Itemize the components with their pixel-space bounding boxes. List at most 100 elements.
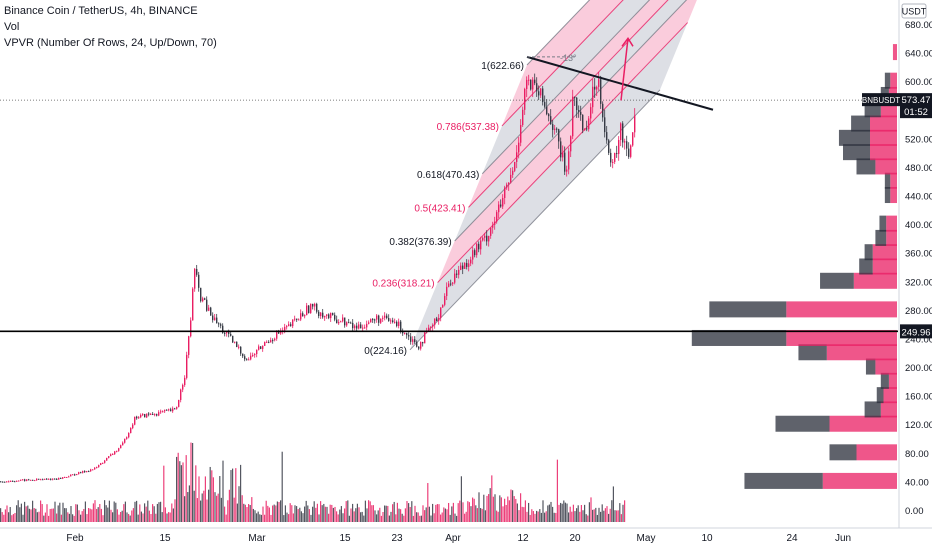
volume-bar [190,442,192,522]
volume-bar [268,507,270,522]
volume-bar [276,501,278,522]
candle-body [36,478,38,481]
countdown-text: 01:52 [904,107,928,118]
volume-bar [115,502,117,522]
time-axis[interactable]: Feb 15 Mar 15 23 Apr 12 20 May 10 24 Jun [0,527,932,544]
vpvr-down-bar [851,115,870,132]
volume-bar [308,509,310,522]
candle-body [92,469,94,471]
candle-body [300,313,302,320]
candle-body [284,326,286,331]
volume-bar [446,509,448,522]
vpvr-down-bar [829,444,857,461]
volume-bar [297,509,299,522]
volume-bar [494,494,496,522]
volume-bar [177,452,179,522]
candle-body [178,399,180,407]
volume-bar [196,498,198,522]
candle-body [476,243,478,256]
volume-bar [128,513,130,522]
drawings[interactable]: -13° [0,36,898,333]
volume-bar [451,506,453,522]
price-tick-label: 40.00 [905,477,929,488]
candle-body [388,318,390,321]
time-tick-label: Mar [248,533,266,544]
candle-body [4,481,6,483]
candle-body [308,305,310,313]
currency-label: USDT [902,7,927,17]
volume-bar [528,502,530,522]
volume-bar [142,513,144,522]
candle-body [76,473,78,476]
volume-bar [390,511,392,522]
volume-bar [91,509,93,522]
candle-body [376,315,378,320]
volume-bar [475,505,477,522]
symbol-badge [862,93,900,107]
fib-channel[interactable] [409,0,777,351]
volume-bar [353,511,355,522]
vpvr-down-bar [884,187,891,204]
volume-indicator-label[interactable]: Vol [4,21,20,33]
price-axis[interactable]: 680.00640.00600.00560.00520.00480.00440.… [898,0,932,550]
volume-bar [323,503,325,522]
volume-bar [216,495,218,522]
symbol-title[interactable]: Binance Coin / TetherUS, 4h, BINANCE [4,5,198,17]
candle-body [222,325,224,333]
volume-bar [19,507,21,522]
time-tick-label: Jun [835,533,851,544]
volume-bar [585,514,587,522]
candle-body [28,479,30,481]
candle-body [196,268,198,275]
volume-bar [24,501,26,522]
volume-bar [427,483,429,522]
volume-bar [112,512,114,522]
candle-body [564,152,566,172]
volume-bar [337,514,339,522]
volume-bar [41,504,43,522]
candle-body [620,123,622,141]
volume-bar [193,490,195,522]
volume-bar [310,514,312,522]
candle-body [608,140,610,153]
vpvr-down-bar [798,344,827,361]
candle-body [416,342,418,347]
candle-body [52,478,54,480]
volume-bar [206,499,208,522]
volume-bar [321,505,323,522]
candle-body [14,481,16,483]
candle-body [386,315,388,319]
volume-bar [121,510,123,522]
vpvr-indicator-label[interactable]: VPVR (Number Of Rows, 24, Up/Down, 70) [4,37,217,49]
price-tick-label: 320.00 [905,277,932,288]
candle-body [156,414,158,416]
volume-bar [536,510,538,522]
candle-body [8,481,10,483]
vpvr-up-bar [886,229,897,246]
candle-body [54,478,56,480]
volume-bar [116,509,118,522]
projection-arrow [620,38,629,101]
volume-bar [364,500,366,522]
vpvr-down-bar [775,415,830,432]
candle-body [84,471,86,473]
candle-body [228,331,230,334]
volume-bar [201,493,203,522]
candle-body [574,96,576,98]
volume-bar [110,509,112,522]
candle-body [546,106,548,115]
volume-bar [510,489,512,522]
candle-body [352,322,354,329]
volume-bar [30,509,32,522]
volume-bar [36,512,38,522]
volume-bar [355,508,357,522]
volume-bar [468,502,470,522]
volume-bar [505,504,507,522]
candle-body [630,145,632,157]
candle-body [516,152,518,162]
candle-body [602,103,604,118]
resistance-trendline [526,55,714,111]
volume-bar [65,508,67,522]
